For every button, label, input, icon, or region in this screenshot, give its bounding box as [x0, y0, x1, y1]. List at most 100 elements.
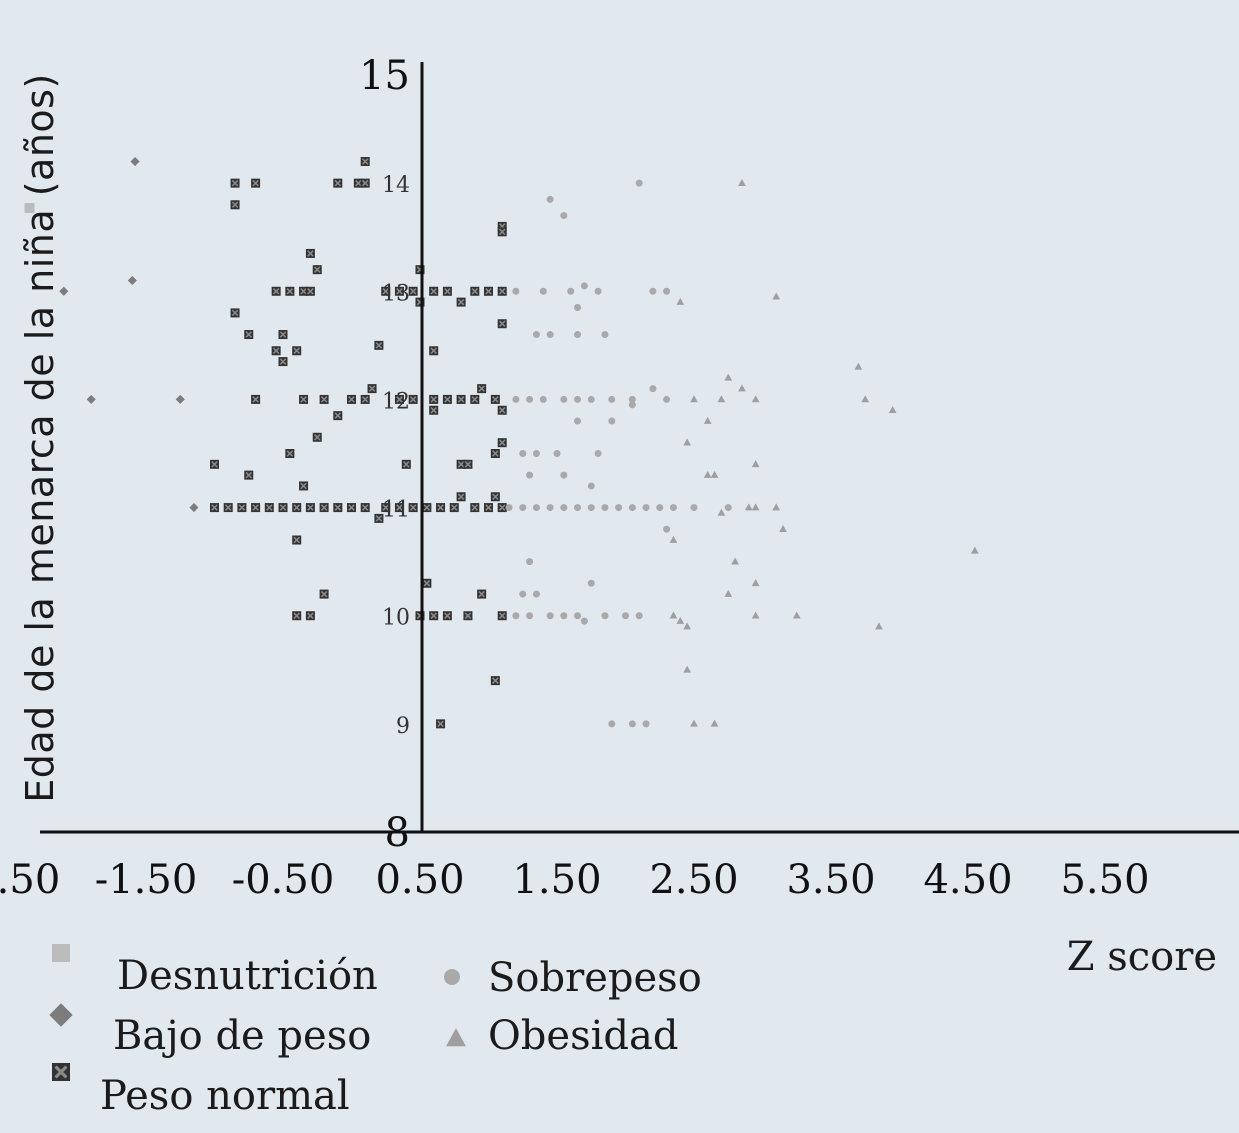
data-point	[676, 297, 685, 305]
data-point	[484, 503, 493, 513]
data-point	[717, 395, 726, 403]
series-x	[210, 157, 507, 729]
data-point	[587, 395, 595, 403]
data-point	[861, 395, 870, 403]
data-point	[278, 330, 288, 340]
y-axis-label: Edad de la menarca de la niña (años)	[18, 73, 62, 803]
data-point	[546, 331, 554, 339]
data-point	[628, 504, 636, 512]
data-point	[635, 612, 643, 620]
data-point	[381, 503, 391, 513]
data-point	[305, 248, 315, 258]
data-point	[463, 459, 473, 469]
data-point	[608, 720, 616, 728]
data-point	[456, 394, 466, 404]
data-point	[360, 503, 370, 513]
data-point	[546, 504, 554, 512]
y-tick-label: 8	[385, 810, 410, 856]
data-point	[333, 503, 343, 513]
data-point	[59, 286, 69, 296]
data-point	[690, 504, 698, 512]
data-point	[587, 482, 595, 490]
data-point	[663, 287, 671, 295]
data-point	[690, 395, 698, 403]
data-point	[429, 346, 439, 356]
data-point	[223, 503, 233, 513]
data-point	[210, 503, 219, 513]
data-point	[429, 611, 439, 621]
data-point	[779, 525, 787, 532]
series-triangle	[669, 178, 979, 727]
data-point	[230, 200, 240, 210]
data-point	[601, 331, 609, 339]
data-point	[442, 286, 452, 296]
data-point	[271, 346, 281, 356]
data-point	[649, 287, 657, 295]
data-point	[497, 503, 507, 513]
data-point	[251, 178, 261, 188]
data-point	[305, 286, 315, 296]
data-point	[374, 340, 384, 350]
data-point	[628, 395, 636, 403]
data-point	[751, 579, 760, 587]
data-point	[574, 304, 582, 312]
data-point	[532, 504, 540, 512]
data-point	[710, 719, 719, 727]
data-point	[683, 622, 691, 630]
data-point	[497, 227, 507, 237]
legend-marker	[446, 1028, 466, 1047]
series-square	[24, 203, 35, 214]
y-tick-label: 11	[382, 498, 410, 523]
data-point	[560, 395, 568, 403]
data-point	[463, 611, 473, 621]
data-point	[751, 460, 760, 468]
data-point	[490, 492, 500, 502]
data-point	[189, 503, 199, 513]
data-point	[422, 503, 432, 513]
data-point	[622, 612, 629, 620]
data-point	[436, 503, 446, 513]
data-point	[285, 286, 295, 296]
data-point	[333, 411, 343, 421]
data-point	[374, 513, 384, 523]
data-point	[292, 503, 302, 513]
data-point	[574, 612, 582, 620]
data-point	[512, 395, 520, 403]
data-point	[656, 504, 664, 512]
legend-marker	[52, 1063, 70, 1081]
data-point	[971, 546, 979, 554]
data-point	[601, 612, 609, 620]
data-point	[792, 611, 801, 619]
data-point	[24, 203, 35, 214]
data-point	[526, 612, 534, 620]
data-point	[490, 394, 500, 404]
x-tick-label: 0.50	[375, 857, 464, 903]
data-point	[244, 330, 254, 340]
data-point	[628, 401, 636, 409]
data-point	[649, 385, 657, 393]
data-point	[601, 504, 609, 512]
data-point	[497, 286, 507, 296]
data-point	[251, 394, 261, 404]
data-point	[526, 471, 534, 479]
data-point	[470, 503, 480, 513]
data-point	[429, 394, 439, 404]
x-tick-label: 4.50	[923, 857, 1012, 903]
data-point	[519, 450, 527, 457]
data-point	[408, 394, 418, 404]
x-axis-label: Z score	[1066, 934, 1217, 980]
data-point	[477, 589, 487, 599]
data-point	[574, 504, 582, 512]
data-point	[299, 394, 309, 404]
data-point	[319, 503, 329, 513]
data-point	[381, 286, 391, 296]
data-point	[683, 438, 691, 446]
data-point	[703, 470, 712, 478]
data-point	[210, 459, 219, 469]
series-circle	[505, 179, 732, 728]
legend-marker	[52, 944, 70, 962]
data-point	[710, 470, 719, 478]
data-point	[717, 508, 726, 516]
